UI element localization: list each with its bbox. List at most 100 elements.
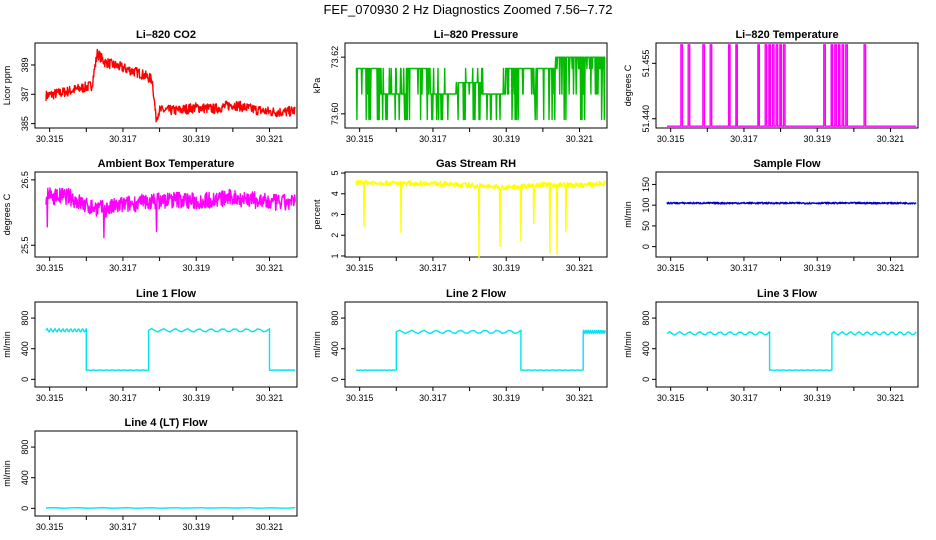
y-tick-label: 0 (20, 506, 30, 511)
y-tick-label: 400 (330, 341, 340, 356)
y-tick-label: 0 (330, 377, 340, 382)
y-tick-label: 800 (20, 440, 30, 455)
y-tick-label: 389 (20, 57, 30, 72)
x-tick-label: 30.319 (492, 393, 520, 403)
plot-frame (34, 42, 298, 129)
y-axis-label: ml/min (2, 331, 12, 358)
data-line (355, 179, 606, 258)
x-tick-label: 30.317 (419, 263, 447, 273)
plot-frame (344, 301, 608, 388)
y-tick-label: 25.5 (20, 236, 30, 254)
plot-frame (655, 301, 919, 388)
panel-title: Li–820 CO2 (136, 29, 196, 41)
x-tick-label: 30.321 (566, 263, 594, 273)
y-axis-label: ml/min (312, 331, 322, 358)
x-tick-label: 30.321 (256, 522, 284, 532)
data-line (45, 507, 296, 509)
x-tick-label: 30.315 (346, 134, 374, 144)
panel-title: Li–820 Pressure (434, 29, 518, 41)
y-tick-label: 0 (641, 244, 651, 249)
data-line (355, 329, 606, 372)
figure-title: FEF_070930 2 Hz Diagnostics Zoomed 7.56–… (323, 2, 613, 17)
panel-line4: Line 4 (LT) Flow ml/min 0 400 800 30.315 30.31… (2, 417, 298, 532)
data-line (45, 48, 296, 123)
plot-frame (34, 171, 298, 258)
plot-frame (34, 301, 298, 388)
x-tick-label: 30.315 (36, 134, 64, 144)
x-tick-label: 30.317 (109, 522, 137, 532)
y-tick-label: 73.60 (330, 103, 340, 126)
data-line (45, 327, 296, 372)
y-axis-label: ml/min (2, 460, 12, 487)
y-tick-label: 385 (20, 116, 30, 131)
x-tick-label: 30.319 (803, 393, 831, 403)
x-tick-label: 30.319 (492, 134, 520, 144)
panel-title: Ambient Box Temperature (98, 158, 235, 170)
y-tick-label: 51.440 (641, 105, 651, 133)
y-tick-label: 73.62 (330, 46, 340, 69)
y-tick-label: 26.5 (20, 171, 30, 189)
y-tick-label: 800 (641, 311, 651, 326)
panel-sample-flow: Sample Flow ml/min 0 50 100 150 30.315 30.317 30… (623, 158, 919, 273)
x-tick-label: 30.315 (36, 522, 64, 532)
x-tick-label: 30.317 (730, 134, 758, 144)
panel-line3: Line 3 Flow ml/min 0 400 800 30.315 30.317 30.3… (623, 288, 919, 403)
y-axis-label: Licor ppm (2, 66, 12, 106)
x-tick-label: 30.319 (803, 134, 831, 144)
x-tick-label: 30.321 (256, 393, 284, 403)
y-tick-label: 51.455 (641, 50, 651, 78)
x-tick-label: 30.319 (182, 134, 210, 144)
y-axis-label: degrees C (2, 193, 12, 235)
x-tick-label: 30.319 (182, 263, 210, 273)
plot-frame (655, 171, 919, 258)
x-tick-label: 30.319 (492, 263, 520, 273)
x-tick-label: 30.317 (419, 134, 447, 144)
panel-title: Li–820 Temperature (735, 29, 838, 41)
y-axis-label: degrees C (623, 64, 633, 106)
x-tick-label: 30.317 (109, 393, 137, 403)
y-tick-label: 150 (641, 177, 651, 192)
panel-box-temp: Ambient Box Temperature degrees C 25.5 26.5… (2, 158, 298, 273)
panel-temperature: Li–820 Temperature degrees C 51.440 51.455 3… (623, 29, 919, 144)
x-tick-label: 30.319 (803, 263, 831, 273)
y-axis-label: ml/min (623, 201, 633, 228)
x-tick-label: 30.319 (182, 393, 210, 403)
x-tick-label: 30.315 (657, 134, 685, 144)
panel-title: Line 4 (LT) Flow (125, 417, 208, 429)
data-line (355, 56, 606, 121)
panel-line2: Line 2 Flow ml/min 0 400 800 30.315 30.317 30.3… (312, 288, 608, 403)
panel-title: Gas Stream RH (436, 158, 516, 170)
y-tick-label: 4 (330, 191, 340, 196)
y-tick-label: 100 (641, 198, 651, 213)
x-tick-label: 30.321 (877, 263, 905, 273)
x-tick-label: 30.315 (36, 263, 64, 273)
panel-pressure: Li–820 Pressure kPa 73.60 73.62 30.315 30.317… (312, 29, 608, 144)
x-tick-label: 30.321 (877, 393, 905, 403)
plot-frame (655, 42, 919, 129)
y-tick-label: 1 (330, 253, 340, 258)
panel-title: Line 1 Flow (136, 288, 196, 300)
x-tick-label: 30.319 (182, 522, 210, 532)
x-tick-label: 30.315 (346, 393, 374, 403)
panel-title: Line 3 Flow (757, 288, 817, 300)
x-tick-label: 30.317 (730, 393, 758, 403)
x-tick-label: 30.317 (109, 134, 137, 144)
x-tick-label: 30.321 (877, 134, 905, 144)
y-tick-label: 800 (20, 311, 30, 326)
data-line (666, 331, 917, 372)
x-tick-label: 30.317 (109, 263, 137, 273)
y-tick-label: 0 (20, 377, 30, 382)
y-tick-label: 2 (330, 233, 340, 238)
x-tick-label: 30.315 (346, 263, 374, 273)
x-tick-label: 30.321 (566, 134, 594, 144)
plot-frame (34, 430, 298, 517)
y-tick-label: 3 (330, 212, 340, 217)
y-tick-label: 5 (330, 171, 340, 176)
data-line (667, 44, 917, 127)
plot-frame (344, 42, 608, 129)
x-tick-label: 30.317 (419, 393, 447, 403)
x-tick-label: 30.315 (657, 393, 685, 403)
y-axis-label: ml/min (623, 331, 633, 358)
y-tick-label: 400 (20, 470, 30, 485)
